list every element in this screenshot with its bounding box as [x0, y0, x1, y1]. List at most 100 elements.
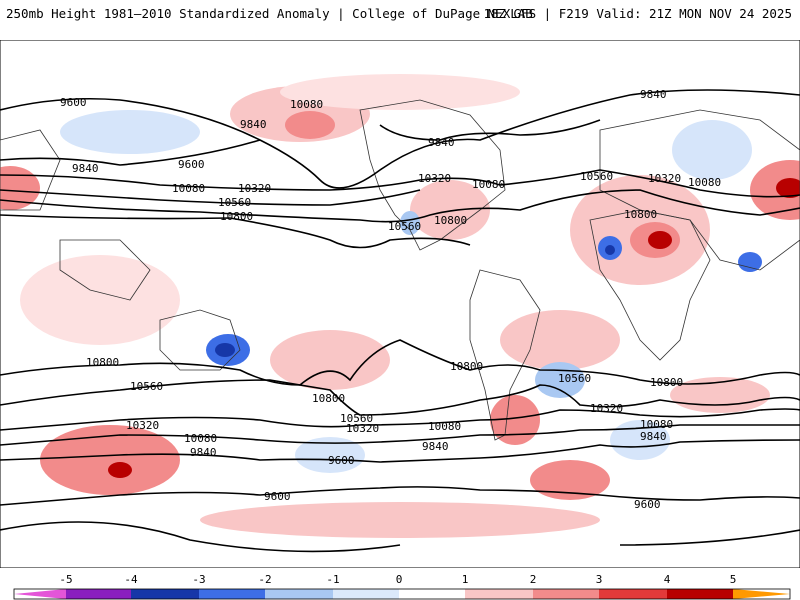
contour-label: 10560: [388, 220, 421, 233]
contour-label: 10080: [688, 176, 721, 189]
contour-10800-north: [0, 214, 471, 249]
contour-label: 10800: [650, 376, 683, 389]
north-america-outline: [359, 99, 506, 251]
contour-label: 10560: [580, 170, 613, 183]
contour-10560-south: [0, 379, 800, 416]
tick-label: -2: [258, 573, 271, 586]
anomaly-pos-alaska-core: [285, 111, 335, 139]
anomaly-map: 9600 10080 9840 9840 9840 9600 9840 1008…: [0, 40, 800, 568]
swatch-minus0: [333, 589, 399, 599]
anomaly-neg-s-ocean-2: [610, 420, 670, 460]
tick-label: -3: [192, 573, 205, 586]
colorbar-swatches: [13, 588, 791, 600]
swatch-plus5: [733, 589, 790, 599]
model-run-info: 18Z GFS | F219 Valid: 21Z MON NOV 24 202…: [483, 6, 792, 21]
contour-9840-south: [0, 439, 800, 463]
contour-label: 10800: [450, 360, 483, 373]
eurasia-outline: [599, 109, 800, 271]
swatch-minus2: [199, 589, 265, 599]
anomaly-pos-s-ocean-1: [40, 425, 180, 495]
swatch-minus4: [66, 589, 131, 599]
swatch-minus1: [265, 589, 333, 599]
contour-label: 9600: [328, 454, 355, 467]
contour-label: 10320: [126, 419, 159, 432]
anomaly-neg-n-pacific: [60, 110, 200, 154]
contour-9600-north: [0, 89, 800, 189]
swatch-minus3: [131, 589, 199, 599]
colorbar: -5 -4 -3 -2 -1 0 1 2 3 4 5: [13, 573, 791, 600]
contour-labels: 9600 10080 9840 9840 9840 9600 9840 1008…: [60, 88, 721, 511]
anomaly-pos-n-america: [410, 180, 490, 240]
height-contours: [0, 89, 800, 553]
contour-label: 10320: [648, 172, 681, 185]
tick-label: 1: [462, 573, 469, 586]
colorbar-outline: [13, 588, 791, 600]
anomaly-pos-siberia: [750, 160, 800, 220]
contour-label: 9840: [640, 430, 667, 443]
contour-9840-atlantic: [379, 119, 601, 141]
australia-outline: [159, 309, 241, 371]
contour-label: 10080: [640, 418, 673, 431]
contour-10080-south: [0, 424, 800, 446]
tick-label: -4: [124, 573, 138, 586]
contour-label: 10560: [558, 372, 591, 385]
anomaly-neg-australia-core: [215, 343, 235, 357]
tick-label: 4: [664, 573, 671, 586]
contour-label: 10080: [172, 182, 205, 195]
anomaly-pos-s-pacific: [270, 330, 390, 390]
anomaly-neg-arabia: [738, 252, 762, 272]
swatch-plus0: [399, 589, 465, 599]
contour-label: 9840: [422, 440, 449, 453]
contour-label: 10560: [218, 196, 251, 209]
contour-label: 10080: [428, 420, 461, 433]
asia-west-outline: [0, 129, 61, 211]
tick-label: -5: [59, 573, 72, 586]
contour-label: 10800: [86, 356, 119, 369]
swatch-plus3: [599, 589, 667, 599]
anomaly-pos-argentina: [490, 395, 540, 445]
tick-label: 5: [730, 573, 737, 586]
anomaly-pos-siberia-core: [776, 178, 800, 198]
contour-label: 9840: [190, 446, 217, 459]
anomaly-pos-s-atlantic: [500, 310, 620, 370]
contour-label: 9600: [60, 96, 87, 109]
anomaly-pos-antarctica: [200, 502, 600, 538]
contour-label: 10320: [418, 172, 451, 185]
anomaly-neg-atlantic-core: [605, 245, 615, 255]
contour-10800-south: [0, 339, 800, 386]
contour-label: 9840: [240, 118, 267, 131]
swatch-minus5: [14, 589, 66, 599]
colorbar-ticks: -5 -4 -3 -2 -1 0 1 2 3 4 5: [59, 573, 736, 586]
coastlines: [0, 99, 800, 441]
anomaly-pos-arctic: [280, 74, 520, 110]
contour-label: 10800: [220, 210, 253, 223]
contour-label: 9840: [428, 136, 455, 149]
contour-label: 9840: [72, 162, 99, 175]
contour-label: 9600: [178, 158, 205, 171]
contour-10320-south: [0, 408, 800, 431]
tick-label: 0: [396, 573, 403, 586]
anomaly-neg-s-ocean-1: [295, 437, 365, 473]
contour-9840-pacific: [0, 139, 261, 166]
anomaly-pos-s-ocean-core: [108, 462, 132, 478]
contour-label: 10560: [130, 380, 163, 393]
contour-9600-antarctic: [0, 521, 401, 553]
contour-9600-antarctic-east: [619, 529, 800, 546]
chart-title: 250mb Height 1981–2010 Standardized Anom…: [6, 6, 533, 21]
anomaly-pos-west-edge: [0, 166, 40, 210]
contour-label: 10320: [346, 422, 379, 435]
contour-label: 9600: [264, 490, 291, 503]
contour-label: 10080: [184, 432, 217, 445]
maritime-continent-outline: [59, 239, 151, 301]
anomaly-neg-europe: [672, 120, 752, 180]
contour-label: 10320: [590, 402, 623, 415]
contour-10320-north: [0, 189, 421, 206]
swatch-plus4: [667, 589, 733, 599]
contour-10560-north: [0, 189, 800, 223]
contour-label: 10080: [472, 178, 505, 191]
tick-label: 2: [530, 573, 537, 586]
anomaly-pos-africa-core: [648, 231, 672, 249]
contour-label: 10800: [434, 214, 467, 227]
swatch-plus2: [533, 589, 599, 599]
contour-10080-north: [0, 169, 800, 198]
